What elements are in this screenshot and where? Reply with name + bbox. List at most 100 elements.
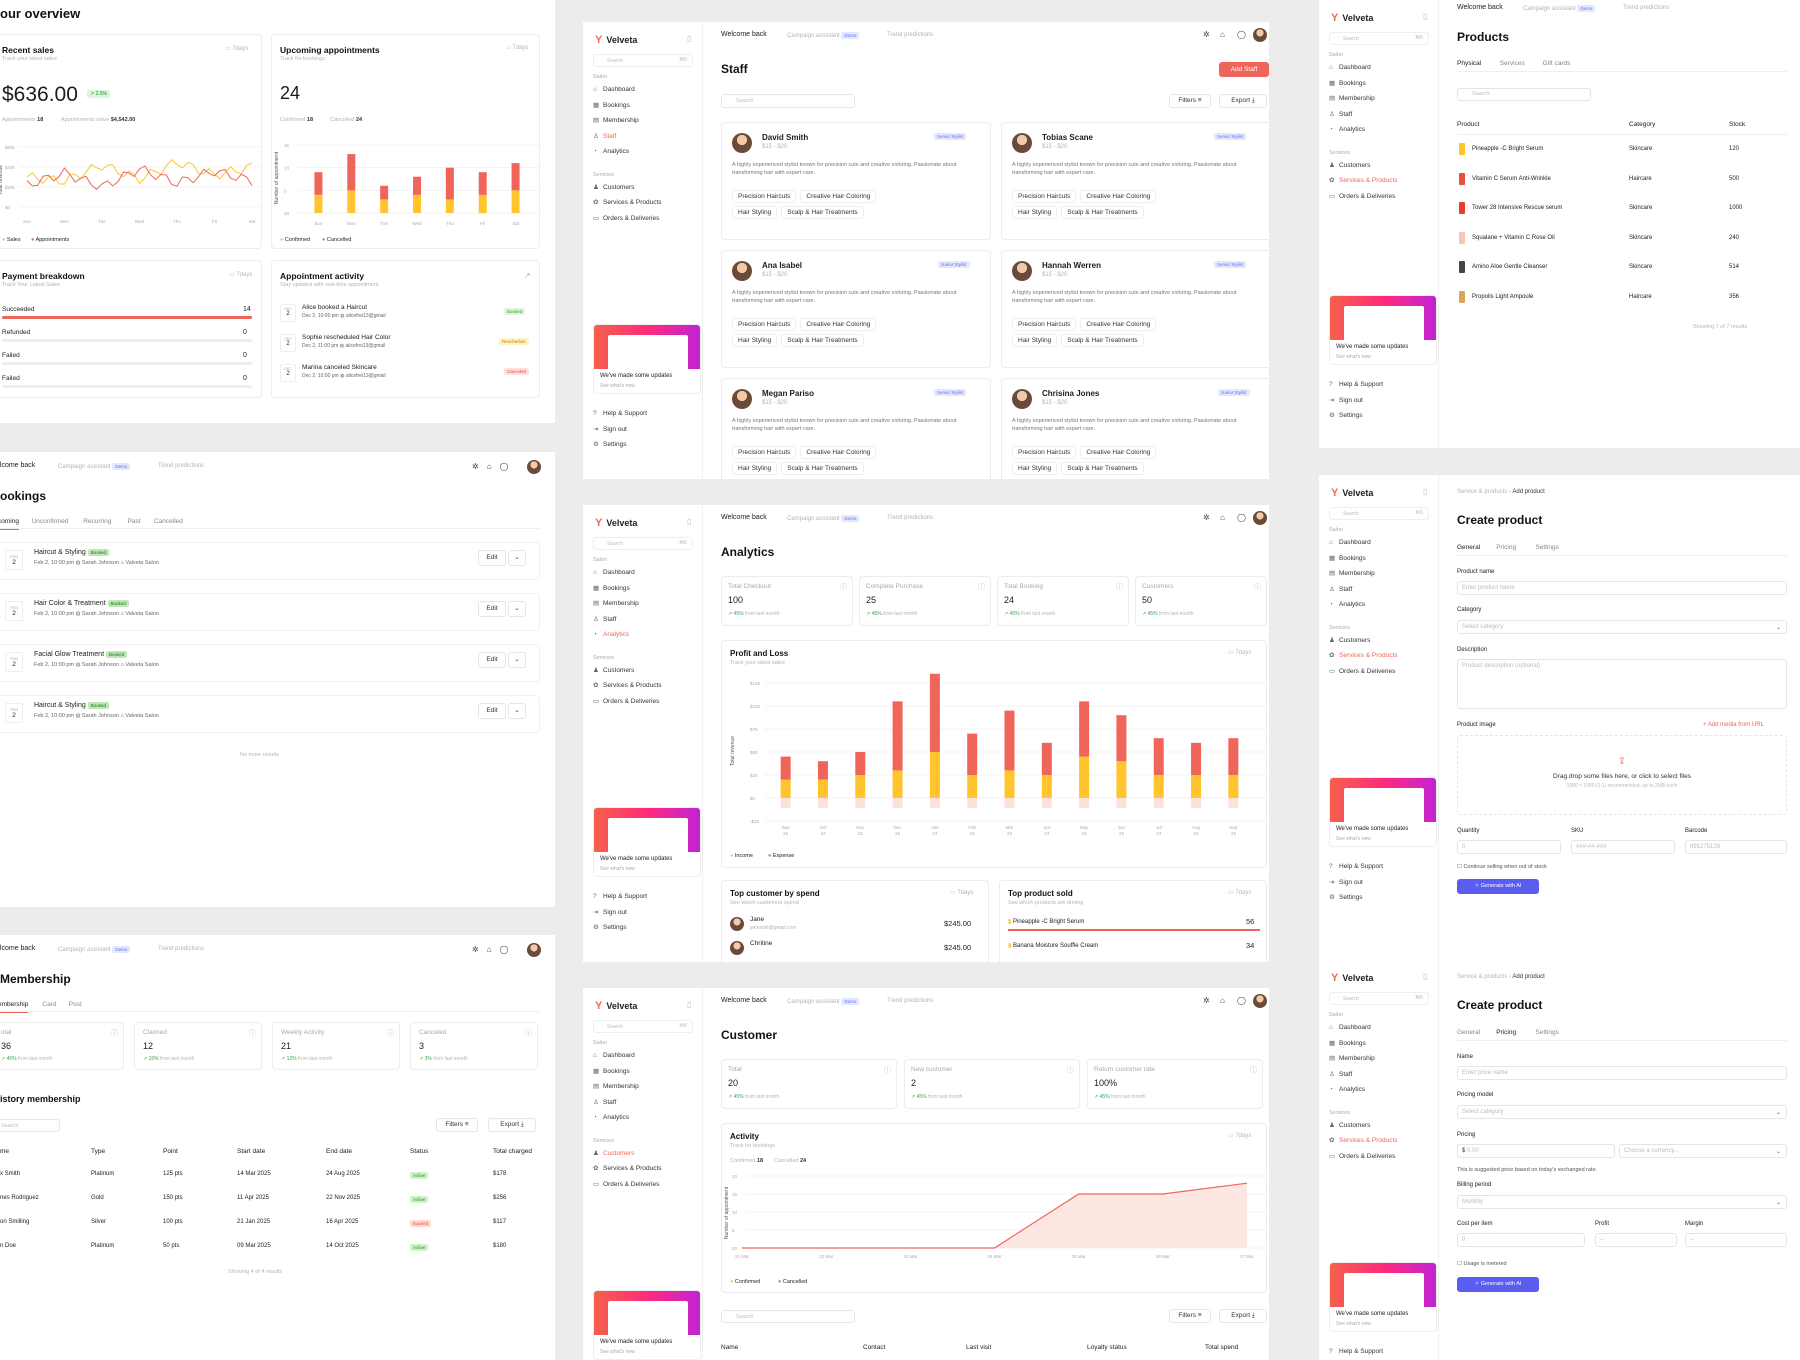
sidebar-item-services-products[interactable]: ✿ Services & Products (1329, 175, 1398, 187)
sidebar-item-help-support[interactable]: ? Help & Support (593, 891, 647, 903)
expand-icon[interactable]: ↗ (524, 271, 531, 280)
sidebar-item-bookings[interactable]: ▦ Bookings (593, 583, 630, 595)
sidebar-item-services-products[interactable]: ✿ Services & Products (593, 680, 662, 692)
profit-input[interactable]: -- (1595, 1233, 1677, 1247)
booking-row[interactable] (0, 542, 540, 580)
currency-select[interactable]: Choose a currency... ⌄ (1619, 1144, 1787, 1158)
booking-row[interactable] (0, 644, 540, 682)
sidebar-item-help-support[interactable]: ? Help & Support (1329, 861, 1383, 873)
edit-button[interactable]: Edit (478, 652, 506, 668)
sidebar-item-dashboard[interactable]: ⌂ Dashboard (1329, 62, 1371, 74)
range-select[interactable]: ⌂ 7days (507, 45, 529, 51)
collapse-sidebar-icon[interactable]: ▯ (687, 1000, 692, 1009)
range-select[interactable]: ▭ 7days (1228, 1133, 1252, 1139)
booking-row[interactable] (0, 593, 540, 631)
brand-logo[interactable]: Y Velveta (1331, 487, 1373, 499)
breadcrumb[interactable]: Service & products › Add product (1457, 489, 1545, 495)
tab-unconfirmed[interactable]: Unconfirmed (31, 518, 69, 525)
sidebar-item-analytics[interactable]: ◔ Analytics (593, 1112, 629, 1124)
sidebar-item-customers[interactable]: ♟ Customers (1329, 1120, 1370, 1132)
tab-recurring[interactable]: Recurring (83, 518, 112, 525)
sidebar-item-staff[interactable]: ♙ Staff (593, 131, 616, 143)
sidebar-search-input[interactable]: Search (1329, 32, 1429, 45)
sidebar-item-bookings[interactable]: ▦ Bookings (593, 100, 630, 112)
sidebar-item-customers[interactable]: ♟ Customers (1329, 160, 1370, 172)
sidebar-item-help-support[interactable]: ? Help & Support (1329, 379, 1383, 391)
chat-icon[interactable]: ◯ (1237, 996, 1246, 1005)
sidebar-item-help-support[interactable]: ? Help & Support (1329, 1346, 1383, 1358)
edit-button[interactable]: Edit (478, 550, 506, 566)
range-select[interactable]: ▭ 7days (229, 272, 253, 278)
sidebar-item-membership[interactable]: ▤ Membership (1329, 93, 1375, 105)
sidebar-item-staff[interactable]: ♙ Staff (593, 614, 616, 626)
welcome-link[interactable]: Welcome back (721, 997, 767, 1004)
add-media-url-link[interactable]: + Add media from URL (1703, 722, 1764, 728)
sidebar-item-help-support[interactable]: ? Help & Support (593, 408, 647, 420)
sidebar-item-bookings[interactable]: ▦ Bookings (593, 1066, 630, 1078)
collapse-sidebar-icon[interactable]: ▯ (1423, 487, 1428, 496)
price-name-input[interactable]: Enter price name (1457, 1066, 1787, 1080)
sidebar-item-services-products[interactable]: ✿ Services & Products (1329, 650, 1398, 662)
sidebar-item-sign-out[interactable]: ⇥ Sign out (1329, 877, 1363, 889)
range-select[interactable]: ▭ 7days (950, 890, 974, 896)
product-name-input[interactable]: Enter product name (1457, 581, 1787, 595)
sparkle-icon[interactable]: ✲ (1203, 513, 1210, 522)
description-textarea[interactable]: Product description (optional) (1457, 659, 1787, 709)
staff-card[interactable]: Ana Isabel $15 - $20 Junior Stylist A highl… (721, 250, 991, 368)
range-select[interactable]: ▭ 7days (1228, 890, 1252, 896)
top-icons[interactable]: ✲⌂◯ (472, 462, 517, 471)
add-staff-button[interactable]: Add Staff (1219, 62, 1269, 77)
continue-selling-checkbox[interactable]: ☐ Continue selling when out of stock (1457, 864, 1547, 870)
filters-button[interactable]: Filters ≡ (436, 1118, 478, 1132)
export-button[interactable]: Export ⤓ (1219, 94, 1267, 108)
collapse-sidebar-icon[interactable]: ▯ (1423, 12, 1428, 21)
sparkle-icon[interactable]: ✲ (1203, 996, 1210, 1005)
pricing-model-select[interactable]: Select category ⌄ (1457, 1105, 1787, 1119)
price-input[interactable]: $ 0.00 (1457, 1144, 1615, 1158)
sidebar-item-bookings[interactable]: ▦ Bookings (1329, 1038, 1366, 1050)
updates-promo-card[interactable]: We've made some updates See what's new (1329, 295, 1437, 365)
chat-icon[interactable]: ◯ (1237, 513, 1246, 522)
sidebar-item-analytics[interactable]: ◔ Analytics (1329, 124, 1365, 136)
sidebar-item-dashboard[interactable]: ⌂ Dashboard (1329, 1022, 1371, 1034)
sidebar-item-dashboard[interactable]: ⌂ Dashboard (593, 567, 635, 579)
avatar[interactable] (1253, 994, 1267, 1008)
more-dropdown-icon[interactable]: ⌄ (508, 652, 526, 668)
generate-ai-button[interactable]: ✧ Generate with AI (1457, 1277, 1539, 1292)
sidebar-item-analytics[interactable]: ◔ Analytics (593, 629, 629, 641)
sidebar-item-membership[interactable]: ▤ Membership (593, 598, 639, 610)
bell-icon[interactable]: ⌂ (1220, 30, 1225, 39)
sidebar-item-services-products[interactable]: ✿ Services & Products (593, 197, 662, 209)
booking-row[interactable] (0, 695, 540, 733)
tab-gift-cards[interactable]: Gift cards (1542, 60, 1571, 67)
top-icons[interactable]: ✲⌂◯ (472, 945, 517, 954)
bell-icon[interactable]: ⌂ (1220, 513, 1225, 522)
sidebar-item-sign-out[interactable]: ⇥ Sign out (1329, 395, 1363, 407)
image-dropzone[interactable]: ⇪ Drag drop some files here, or click to… (1457, 735, 1787, 815)
tab-embership[interactable]: embership (0, 1001, 29, 1013)
sidebar-item-customers[interactable]: ♟ Customers (1329, 635, 1370, 647)
updates-promo-card[interactable]: We've made some updates See what's new (1329, 777, 1437, 847)
sidebar-search-input[interactable]: Search (593, 54, 693, 67)
brand-logo[interactable]: Y Velveta (595, 517, 637, 529)
tab-card[interactable]: Card (42, 1001, 57, 1008)
tab-coming[interactable]: coming (0, 518, 19, 530)
sidebar-item-analytics[interactable]: ◔ Analytics (1329, 599, 1365, 611)
category-select[interactable]: Select category ⌄ (1457, 620, 1787, 634)
sidebar-search-input[interactable]: Search (593, 537, 693, 550)
sidebar-item-settings[interactable]: ⚙ Settings (1329, 892, 1363, 904)
sidebar-item-orders-deliveries[interactable]: ▭ Orders & Deliveries (593, 696, 659, 708)
export-button[interactable]: Export ⤓ (1219, 1309, 1267, 1323)
margin-input[interactable]: -- (1685, 1233, 1787, 1247)
sidebar-item-membership[interactable]: ▤ Membership (1329, 568, 1375, 580)
sidebar-item-membership[interactable]: ▤ Membership (593, 115, 639, 127)
more-dropdown-icon[interactable]: ⌄ (508, 550, 526, 566)
sidebar-item-membership[interactable]: ▤ Membership (1329, 1053, 1375, 1065)
welcome-link[interactable]: Welcome back (1457, 4, 1503, 11)
edit-button[interactable]: Edit (478, 703, 506, 719)
campaign-link[interactable]: Campaign assistant Demo (787, 32, 860, 39)
billing-period-select[interactable]: Monthly ⌄ (1457, 1195, 1787, 1209)
search-input[interactable]: Search (721, 1310, 855, 1323)
sidebar-item-bookings[interactable]: ▦ Bookings (1329, 78, 1366, 90)
sidebar-item-staff[interactable]: ♙ Staff (1329, 109, 1352, 121)
